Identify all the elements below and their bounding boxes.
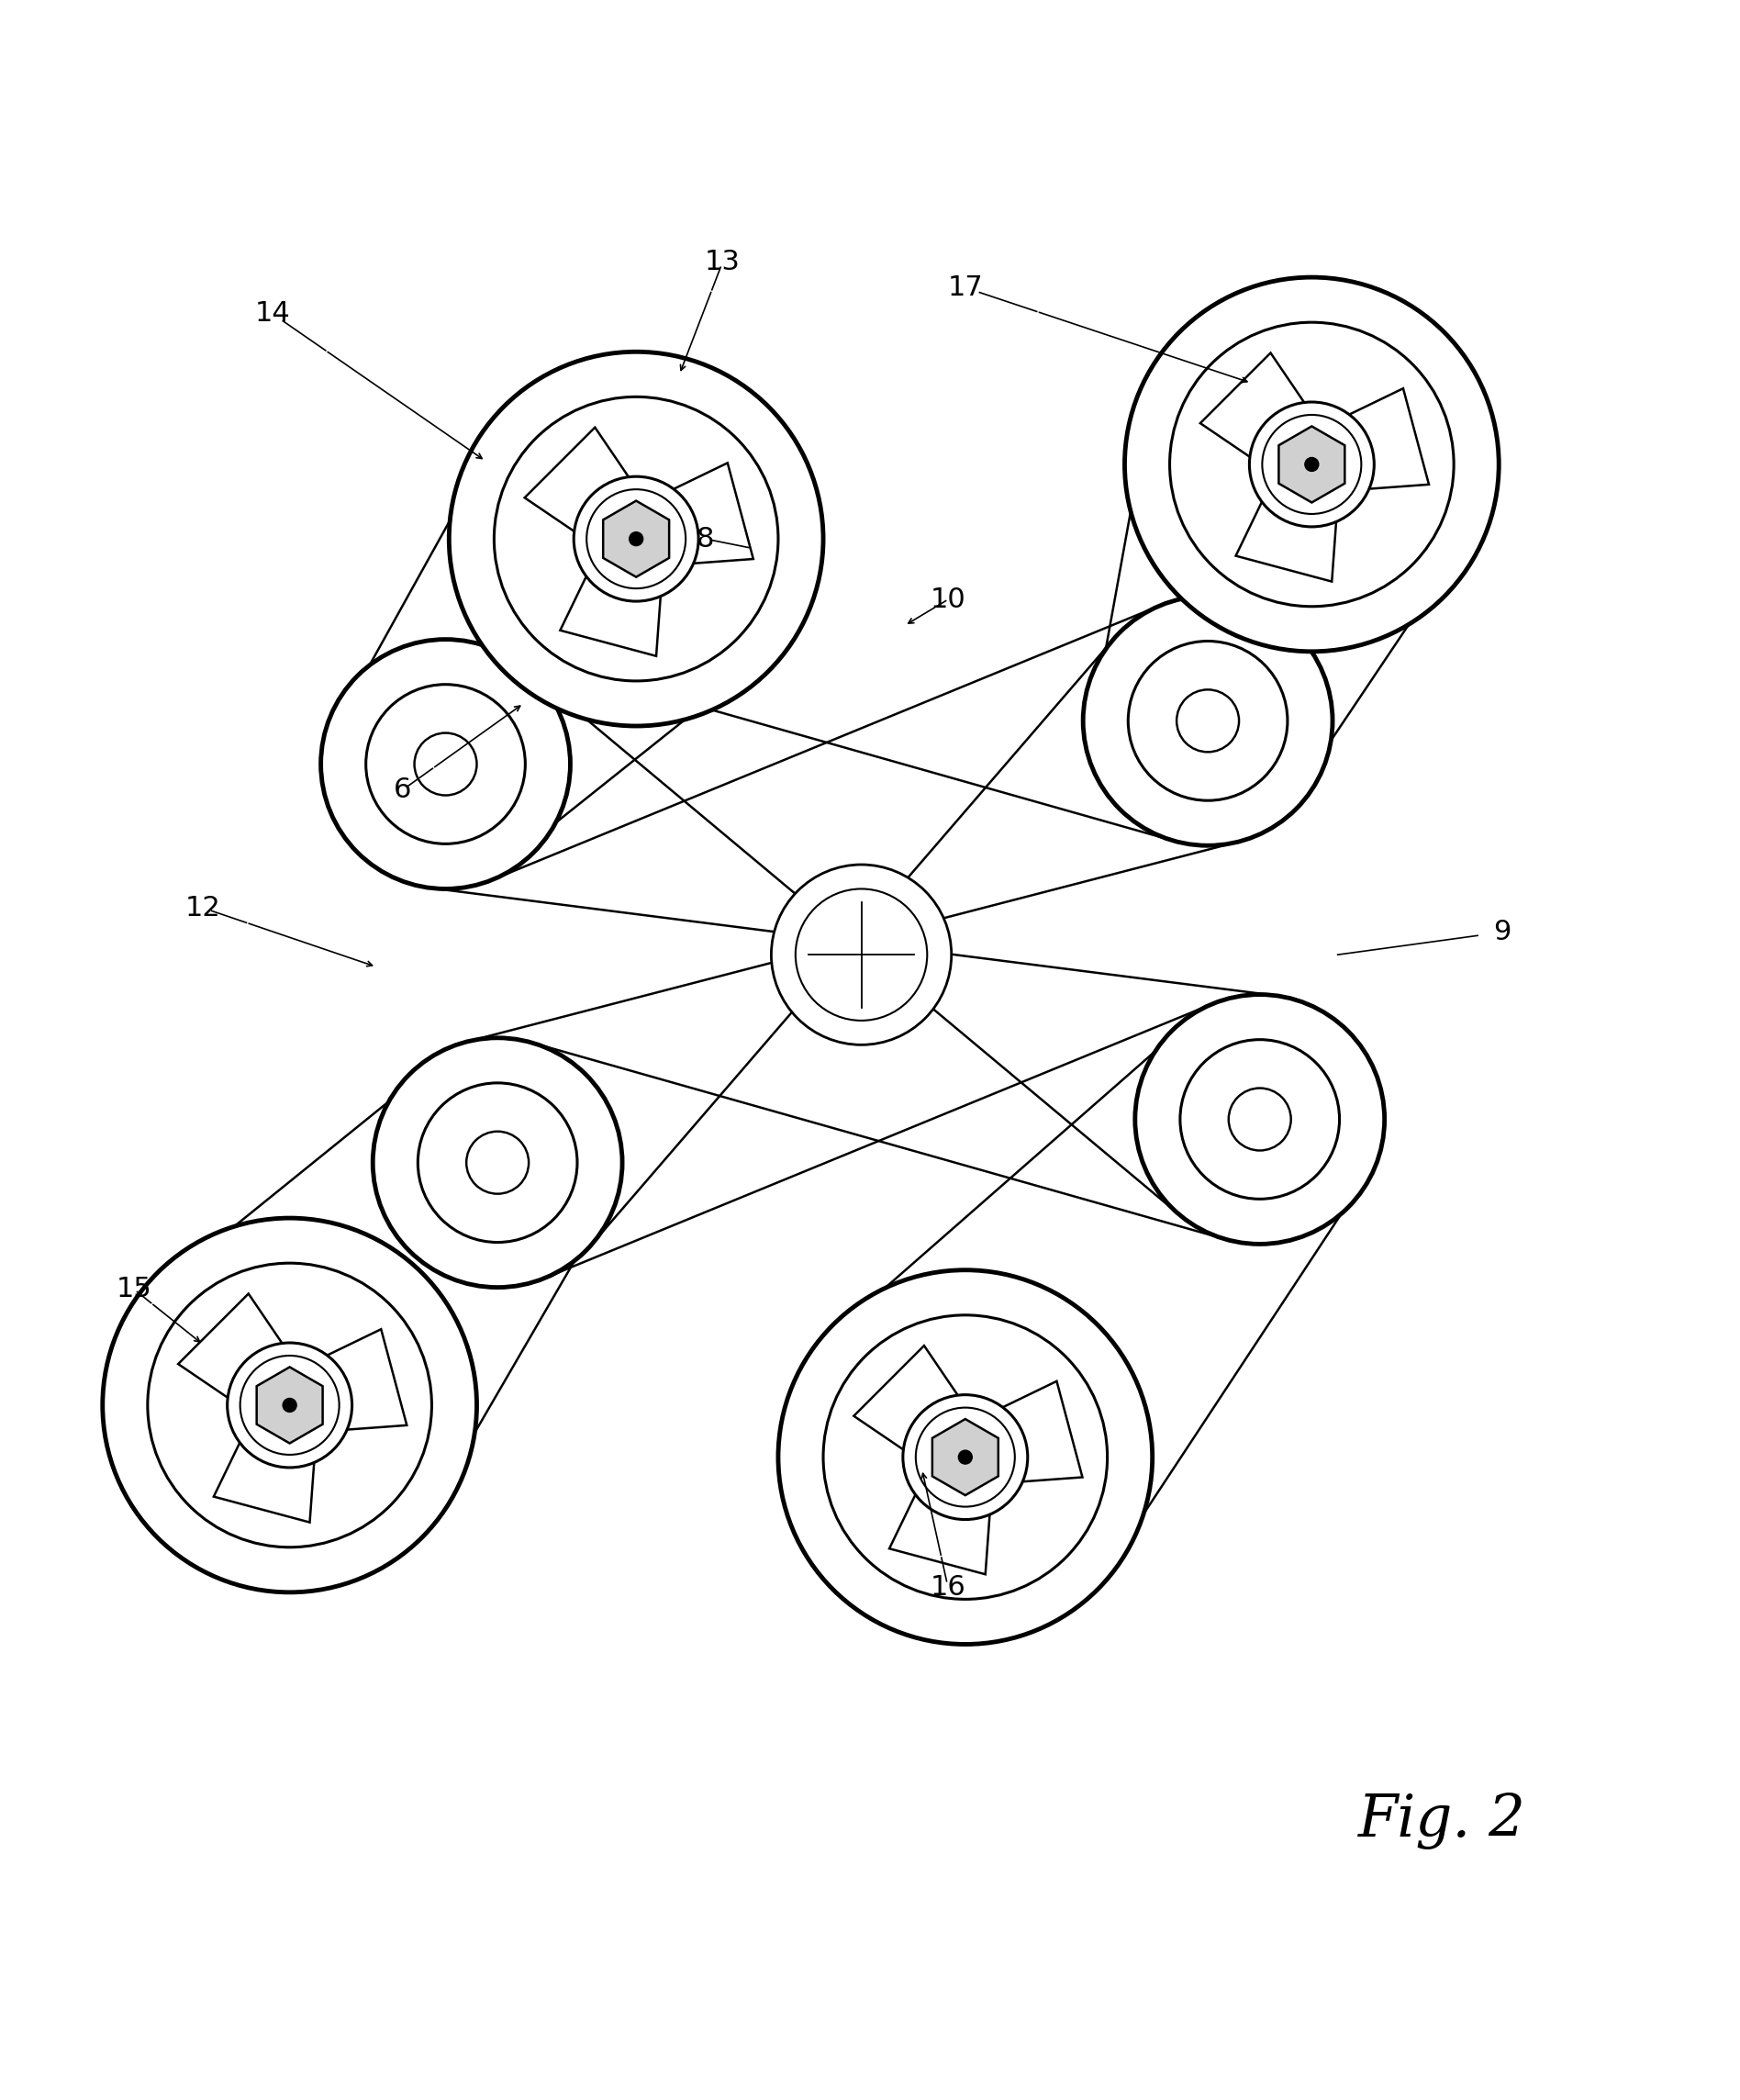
Circle shape [1082, 596, 1333, 846]
Circle shape [494, 397, 778, 680]
Polygon shape [1315, 388, 1429, 491]
Polygon shape [177, 1294, 304, 1420]
Polygon shape [525, 428, 651, 552]
Polygon shape [560, 542, 663, 655]
Text: 6: 6 [393, 777, 411, 804]
Circle shape [372, 1037, 623, 1287]
Circle shape [449, 353, 823, 727]
Circle shape [915, 1407, 1014, 1506]
Circle shape [103, 1218, 477, 1592]
Text: 17: 17 [948, 275, 983, 300]
Polygon shape [1201, 353, 1326, 479]
Circle shape [903, 1394, 1028, 1520]
Circle shape [240, 1357, 339, 1455]
Circle shape [1124, 277, 1498, 651]
Circle shape [466, 1132, 529, 1193]
Polygon shape [933, 1420, 999, 1495]
Circle shape [320, 638, 571, 888]
Text: 16: 16 [931, 1573, 966, 1600]
Circle shape [771, 865, 952, 1046]
Text: 12: 12 [184, 895, 221, 922]
Circle shape [1262, 416, 1361, 514]
Circle shape [414, 733, 477, 796]
Circle shape [1228, 1088, 1291, 1151]
Circle shape [1169, 321, 1455, 607]
Polygon shape [214, 1409, 317, 1522]
Polygon shape [889, 1459, 992, 1575]
Text: 13: 13 [705, 248, 741, 275]
Text: Fig. 2: Fig. 2 [1357, 1793, 1526, 1850]
Polygon shape [604, 500, 670, 578]
Circle shape [148, 1262, 432, 1548]
Circle shape [1249, 401, 1375, 527]
Polygon shape [854, 1346, 980, 1472]
Circle shape [1128, 640, 1288, 800]
Circle shape [586, 489, 686, 588]
Polygon shape [258, 1367, 322, 1443]
Text: 9: 9 [1493, 920, 1512, 945]
Polygon shape [639, 462, 753, 567]
Text: 8: 8 [696, 525, 715, 552]
Polygon shape [292, 1329, 407, 1432]
Circle shape [823, 1315, 1107, 1600]
Text: 14: 14 [254, 300, 291, 328]
Circle shape [228, 1342, 351, 1468]
Circle shape [1134, 995, 1385, 1243]
Circle shape [418, 1084, 578, 1243]
Circle shape [365, 685, 525, 844]
Circle shape [795, 888, 927, 1021]
Circle shape [1176, 689, 1239, 752]
Circle shape [778, 1270, 1152, 1644]
Polygon shape [967, 1382, 1082, 1485]
Polygon shape [1279, 426, 1345, 502]
Circle shape [1180, 1040, 1340, 1199]
Circle shape [574, 477, 698, 601]
Text: 10: 10 [931, 586, 966, 613]
Text: 15: 15 [117, 1277, 151, 1302]
Circle shape [959, 1451, 973, 1464]
Circle shape [630, 531, 644, 546]
Circle shape [284, 1399, 296, 1411]
Circle shape [1305, 458, 1319, 470]
Polygon shape [1235, 468, 1340, 582]
